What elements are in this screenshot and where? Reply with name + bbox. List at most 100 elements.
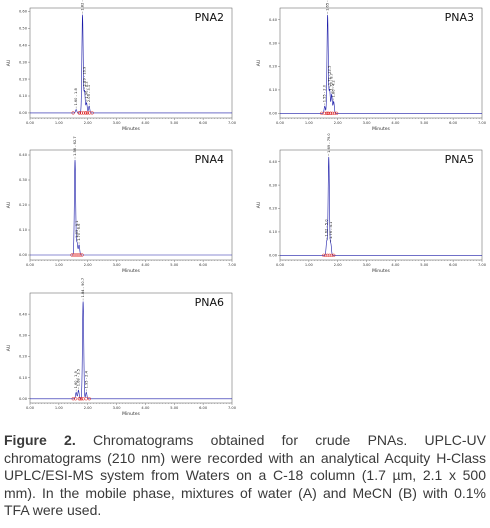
peak-label: 1.72 - 12.5 — [328, 66, 332, 86]
integration-mark — [335, 111, 339, 115]
y-tick-label: 0.00 — [19, 111, 28, 115]
peak-label: 1.68 - 3.5 — [76, 369, 80, 386]
x-tick-label: 1.00 — [55, 121, 64, 125]
chromatogram-panel: 0.00 1.00 2.00 3.00 4.00 5.00 6.00 7.00 Minutes 0… — [6, 278, 237, 417]
y-tick-label: 0.10 — [19, 376, 28, 380]
peak-label: 1.95 - 2.4 — [84, 370, 88, 388]
trace — [30, 159, 232, 256]
x-tick-label: 7.00 — [478, 121, 487, 125]
y-axis-label: AU — [6, 345, 12, 351]
integration-mark — [328, 253, 332, 257]
x-tick-label: 1.00 — [305, 263, 314, 267]
integration-mark — [84, 111, 88, 115]
y-tick-label: 0.60 — [19, 10, 28, 14]
y-tick-label: 0.40 — [19, 43, 28, 47]
panel-label: PNA4 — [195, 153, 224, 166]
integration-mark — [329, 111, 333, 115]
y-tick-label: 0.00 — [269, 254, 278, 258]
x-tick-label: 7.00 — [228, 406, 237, 410]
peak-label: 1.76 - 4.1 — [329, 222, 333, 239]
plot-frame — [29, 7, 233, 119]
x-tick-label: 0.00 — [26, 263, 35, 267]
x-axis-label: Minutes — [122, 411, 140, 417]
peak-label: 1.86 - 4.2 — [332, 80, 336, 97]
y-axis-label: AU — [6, 202, 12, 208]
y-tick-label: 0.30 — [19, 334, 28, 338]
integration-mark — [78, 397, 82, 401]
x-tick-label: 2.00 — [334, 263, 343, 267]
panel-label: PNA3 — [445, 11, 474, 24]
integration-mark — [327, 111, 331, 115]
peak-label: 1.62 - 5.0 — [325, 219, 329, 237]
y-tick-label: 0.20 — [19, 203, 28, 207]
trace — [280, 14, 482, 114]
x-tick-label: 0.00 — [276, 121, 285, 125]
peak-label: 1.63 - 9.1 — [75, 221, 79, 238]
x-tick-label: 7.00 — [228, 263, 237, 267]
x-tick-label: 1.00 — [55, 406, 64, 410]
y-tick-label: 0.10 — [19, 228, 28, 232]
integration-mark — [324, 253, 328, 257]
x-tick-label: 0.00 — [276, 263, 285, 267]
x-tick-label: 7.00 — [228, 121, 237, 125]
x-tick-label: 6.00 — [449, 121, 458, 125]
integration-mark — [330, 111, 335, 115]
x-tick-label: 3.00 — [363, 121, 372, 125]
caption: Figure 2. Chromatograms obtained for cru… — [4, 432, 486, 520]
y-tick-label: 0.10 — [19, 94, 28, 98]
trace — [30, 14, 232, 114]
peak-label: 1.55 - 2.0 — [323, 84, 327, 102]
x-tick-label: 2.00 — [84, 263, 93, 267]
x-tick-label: 3.00 — [113, 121, 122, 125]
chromatogram-panel: 0.00 1.00 2.00 3.00 4.00 5.00 6.00 7.00 Minutes 0… — [256, 0, 487, 132]
y-tick-label: 0.40 — [269, 18, 278, 22]
integration-mark — [85, 111, 90, 115]
x-axis-label: Minutes — [122, 126, 140, 132]
x-tick-label: 2.00 — [334, 121, 343, 125]
y-tick-label: 0.00 — [19, 397, 28, 401]
y-tick-label: 0.00 — [269, 112, 278, 116]
x-tick-label: 0.00 — [26, 121, 35, 125]
y-tick-label: 0.10 — [269, 88, 278, 92]
peak-label: 1.70 - 6.6 — [77, 223, 81, 241]
x-tick-label: 6.00 — [449, 263, 458, 267]
integration-mark — [71, 397, 75, 401]
peak-label: 1.82 - 66.4 — [81, 0, 85, 11]
plot-frame — [29, 292, 233, 404]
trace — [280, 156, 482, 256]
integration-mark — [72, 253, 76, 257]
y-tick-label: 0.00 — [19, 253, 28, 257]
integration-mark — [80, 253, 84, 257]
peak-label: 1.65 - 68.3 — [326, 0, 330, 11]
integration-mark — [74, 253, 78, 257]
x-tick-label: 6.00 — [199, 121, 208, 125]
y-tick-label: 0.40 — [19, 312, 28, 316]
panel-label: PNA6 — [195, 296, 224, 309]
integration-mark — [87, 397, 91, 401]
x-tick-label: 4.00 — [141, 406, 150, 410]
y-axis-label: AU — [256, 202, 262, 208]
y-tick-label: 0.30 — [19, 60, 28, 64]
plot-frame — [279, 149, 483, 261]
x-tick-label: 1.00 — [55, 263, 64, 267]
integration-mark — [73, 397, 78, 401]
x-axis-label: Minutes — [372, 268, 390, 274]
x-tick-label: 5.00 — [170, 121, 179, 125]
x-tick-label: 5.00 — [420, 121, 429, 125]
integration-mark — [324, 111, 329, 115]
peak-label: 1.56 - 62.7 — [73, 136, 77, 156]
x-tick-label: 4.00 — [141, 121, 150, 125]
x-tick-label: 7.00 — [478, 263, 487, 267]
integration-mark — [77, 397, 81, 401]
x-tick-label: 5.00 — [170, 263, 179, 267]
plot-frame — [279, 7, 483, 119]
x-tick-label: 3.00 — [113, 263, 122, 267]
y-tick-label: 0.20 — [269, 65, 278, 69]
peak-label: 1.79 - 8.7 — [330, 73, 334, 90]
y-tick-label: 0.50 — [19, 27, 28, 31]
peak-label: 2.05 - 3.1 — [87, 85, 91, 102]
x-axis-label: Minutes — [372, 126, 390, 132]
integration-mark — [70, 253, 74, 257]
x-axis-label: Minutes — [122, 268, 140, 274]
